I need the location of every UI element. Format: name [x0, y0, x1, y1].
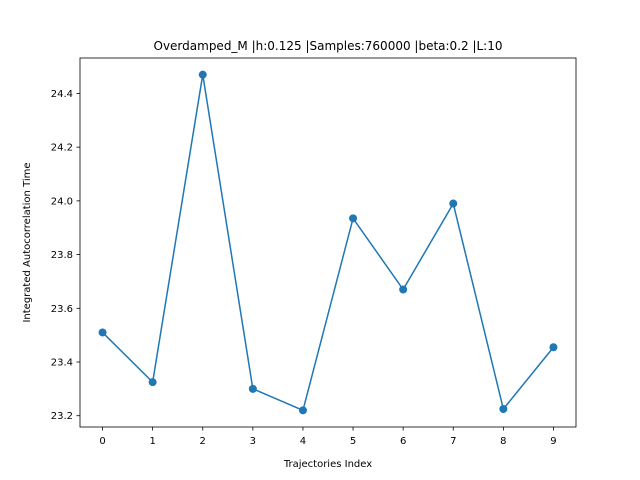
y-tick-label: 23.4 — [51, 358, 73, 369]
data-point — [399, 285, 408, 294]
x-tick-label: 7 — [450, 436, 456, 447]
x-axis-label: Trajectories Index — [283, 459, 372, 470]
y-tick-label: 24.4 — [51, 89, 73, 100]
x-tick-label: 3 — [250, 436, 256, 447]
x-tick-label: 9 — [550, 436, 556, 447]
data-point — [298, 406, 307, 415]
series-line — [102, 74, 555, 412]
data-point — [198, 70, 207, 79]
x-tick-label: 8 — [500, 436, 506, 447]
data-point — [148, 378, 157, 387]
data-point — [499, 405, 508, 414]
x-tick-label: 1 — [149, 436, 155, 447]
data-point — [449, 199, 458, 208]
x-tick-label: 5 — [350, 436, 356, 447]
x-tick-label: 2 — [200, 436, 206, 447]
x-tick-label: 6 — [400, 436, 406, 447]
x-tick-label: 0 — [99, 436, 105, 447]
data-point — [549, 343, 558, 352]
axes-frame — [79, 57, 577, 428]
y-tick-label: 24.2 — [51, 143, 73, 154]
y-tick-label: 24.0 — [51, 196, 73, 207]
data-point — [98, 328, 107, 337]
axis-ticks: 0 1 2 3 4 5 6 7 8 9 23.2 23.4 23.6 23.8 24.0 24.2 24.4 — [51, 89, 557, 447]
y-tick-label: 23.6 — [51, 304, 73, 315]
data-point — [349, 214, 358, 223]
y-axis-label: Integrated Autocorrelation Time — [22, 162, 33, 322]
data-point — [248, 384, 257, 393]
x-tick-label: 4 — [300, 436, 306, 447]
y-tick-label: 23.2 — [51, 411, 73, 422]
plot-area — [98, 70, 558, 415]
chart-title: Overdamped_M |h:0.125 |Samples:760000 |b… — [154, 39, 503, 53]
y-tick-label: 23.8 — [51, 250, 73, 261]
